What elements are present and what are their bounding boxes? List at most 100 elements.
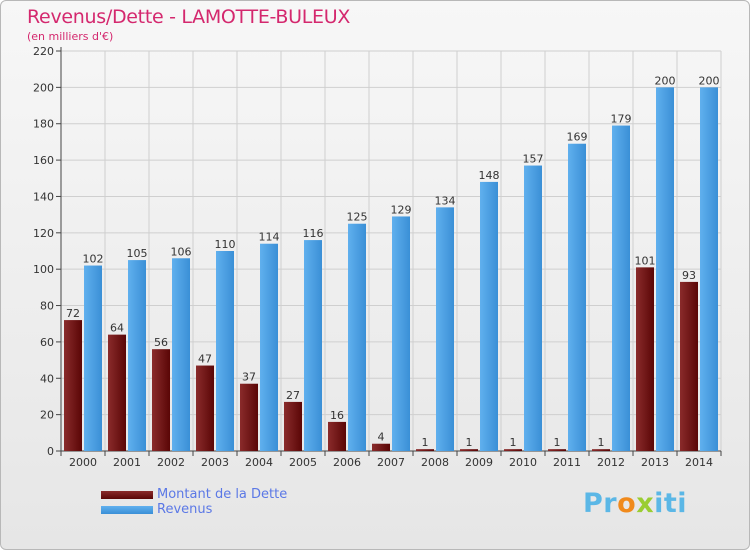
y-tick-label: 220 bbox=[33, 45, 54, 58]
legend-swatch-debt bbox=[101, 490, 153, 499]
bar-revenue bbox=[172, 258, 190, 451]
legend: Montant de la Dette Revenus bbox=[101, 487, 287, 517]
bar-revenue bbox=[216, 251, 234, 451]
data-label-revenue: 105 bbox=[127, 247, 148, 260]
x-tick-label: 2002 bbox=[157, 456, 185, 469]
bar-debt bbox=[592, 449, 610, 451]
logo-letter: i bbox=[677, 488, 688, 519]
data-label-debt: 1 bbox=[554, 436, 561, 449]
data-label-revenue: 179 bbox=[611, 113, 632, 126]
x-tick-label: 2003 bbox=[201, 456, 229, 469]
logo-letter: o bbox=[617, 488, 637, 519]
bar-debt bbox=[328, 421, 346, 451]
x-tick-label: 2014 bbox=[685, 456, 713, 469]
x-tick-label: 2010 bbox=[509, 456, 537, 469]
x-tick-label: 2005 bbox=[289, 456, 317, 469]
data-label-debt: 56 bbox=[154, 336, 168, 349]
bar-revenue bbox=[524, 165, 542, 451]
bar-revenue bbox=[304, 240, 322, 451]
data-label-debt: 1 bbox=[598, 436, 605, 449]
data-labels: 72 102 64 105 56 106 47 110 37 114 27 116 16 125 4 129 1… bbox=[66, 74, 720, 449]
chart-subtitle: (en milliers d'€) bbox=[27, 30, 114, 43]
y-tick-label: 200 bbox=[33, 81, 54, 94]
x-tick-label: 2013 bbox=[641, 456, 669, 469]
x-tick-label: 2006 bbox=[333, 456, 361, 469]
bar-debt bbox=[196, 365, 214, 451]
chart-title: Revenus/Dette - LAMOTTE-BULEUX bbox=[27, 6, 351, 28]
data-label-revenue: 148 bbox=[479, 169, 500, 182]
data-label-revenue: 200 bbox=[699, 74, 720, 87]
data-label-revenue: 157 bbox=[523, 153, 544, 166]
legend-item-revenue: Revenus bbox=[101, 502, 287, 517]
logo-letter: P bbox=[583, 488, 604, 519]
data-label-debt: 27 bbox=[286, 389, 300, 402]
data-label-revenue: 102 bbox=[83, 253, 104, 266]
legend-item-debt: Montant de la Dette bbox=[101, 487, 287, 502]
bar-revenue bbox=[480, 181, 498, 451]
data-label-debt: 4 bbox=[378, 431, 385, 444]
data-label-revenue: 125 bbox=[347, 211, 368, 224]
bar-debt bbox=[372, 443, 390, 451]
logo-letter: r bbox=[603, 488, 618, 519]
legend-swatch-revenue bbox=[101, 505, 153, 514]
bar-revenue bbox=[436, 207, 454, 451]
bar-debt bbox=[64, 320, 82, 451]
data-label-debt: 1 bbox=[510, 436, 517, 449]
logo-letter: i bbox=[654, 488, 664, 519]
bar-debt bbox=[636, 267, 654, 451]
x-tick-label: 2000 bbox=[69, 456, 97, 469]
data-label-revenue: 200 bbox=[655, 74, 676, 87]
bar-debt bbox=[548, 449, 566, 451]
bar-revenue bbox=[612, 125, 630, 451]
y-tick-label: 120 bbox=[33, 227, 54, 240]
data-label-debt: 1 bbox=[466, 436, 473, 449]
y-tick-label: 60 bbox=[40, 336, 54, 349]
data-label-debt: 47 bbox=[198, 353, 212, 366]
x-tick-label: 2008 bbox=[421, 456, 449, 469]
data-label-debt: 16 bbox=[330, 409, 344, 422]
data-label-debt: 1 bbox=[422, 436, 429, 449]
x-tick-label: 2007 bbox=[377, 456, 405, 469]
y-tick-label: 80 bbox=[40, 300, 54, 313]
bar-debt bbox=[152, 349, 170, 451]
y-tick-label: 20 bbox=[40, 409, 54, 422]
bar-debt bbox=[240, 383, 258, 451]
bar-debt bbox=[460, 449, 478, 451]
x-tick-label: 2001 bbox=[113, 456, 141, 469]
y-tick-label: 140 bbox=[33, 190, 54, 203]
x-tick-label: 2012 bbox=[597, 456, 625, 469]
x-tick-label: 2009 bbox=[465, 456, 493, 469]
bars bbox=[64, 87, 718, 451]
x-tick-label: 2011 bbox=[553, 456, 581, 469]
bar-debt bbox=[680, 281, 698, 451]
data-label-revenue: 116 bbox=[303, 227, 324, 240]
data-label-revenue: 114 bbox=[259, 231, 280, 244]
data-label-revenue: 169 bbox=[567, 131, 588, 144]
y-tick-label: 100 bbox=[33, 263, 54, 276]
bar-debt bbox=[504, 449, 522, 451]
proxiti-logo: Proxiti bbox=[583, 488, 687, 519]
logo-letter: t bbox=[663, 488, 678, 519]
bar-revenue bbox=[84, 265, 102, 451]
bar-revenue bbox=[656, 87, 674, 451]
data-label-debt: 72 bbox=[66, 307, 80, 320]
data-label-debt: 101 bbox=[635, 254, 656, 267]
grid-lines bbox=[60, 50, 722, 451]
y-tick-label: 180 bbox=[33, 118, 54, 131]
data-label-debt: 37 bbox=[242, 371, 256, 384]
data-label-revenue: 129 bbox=[391, 203, 412, 216]
bar-revenue bbox=[700, 87, 718, 451]
bar-debt bbox=[108, 334, 126, 451]
y-tick-label: 40 bbox=[40, 372, 54, 385]
bar-debt bbox=[284, 401, 302, 451]
bar-revenue bbox=[392, 216, 410, 451]
logo-letter: x bbox=[636, 488, 655, 519]
y-tick-label: 0 bbox=[47, 445, 54, 458]
bar-revenue bbox=[348, 223, 366, 451]
data-label-revenue: 134 bbox=[435, 194, 456, 207]
data-label-revenue: 106 bbox=[171, 245, 192, 258]
data-label-revenue: 110 bbox=[215, 238, 236, 251]
